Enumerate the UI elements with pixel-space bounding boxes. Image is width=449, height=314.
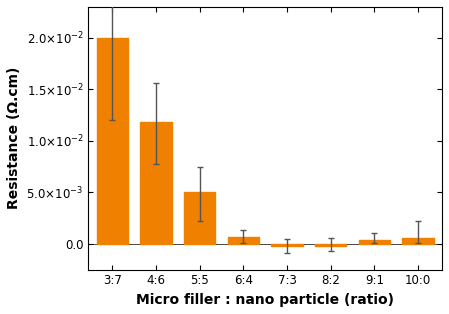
Bar — [271, 244, 303, 246]
X-axis label: Micro filler : nano particle (ratio): Micro filler : nano particle (ratio) — [136, 293, 394, 307]
Bar — [141, 122, 172, 244]
Y-axis label: Resistance (Ω.cm): Resistance (Ω.cm) — [7, 67, 21, 209]
Bar — [228, 237, 259, 244]
Bar — [315, 244, 347, 246]
Bar — [402, 238, 434, 244]
Bar — [359, 240, 390, 244]
Bar — [184, 192, 216, 244]
Bar — [97, 38, 128, 244]
